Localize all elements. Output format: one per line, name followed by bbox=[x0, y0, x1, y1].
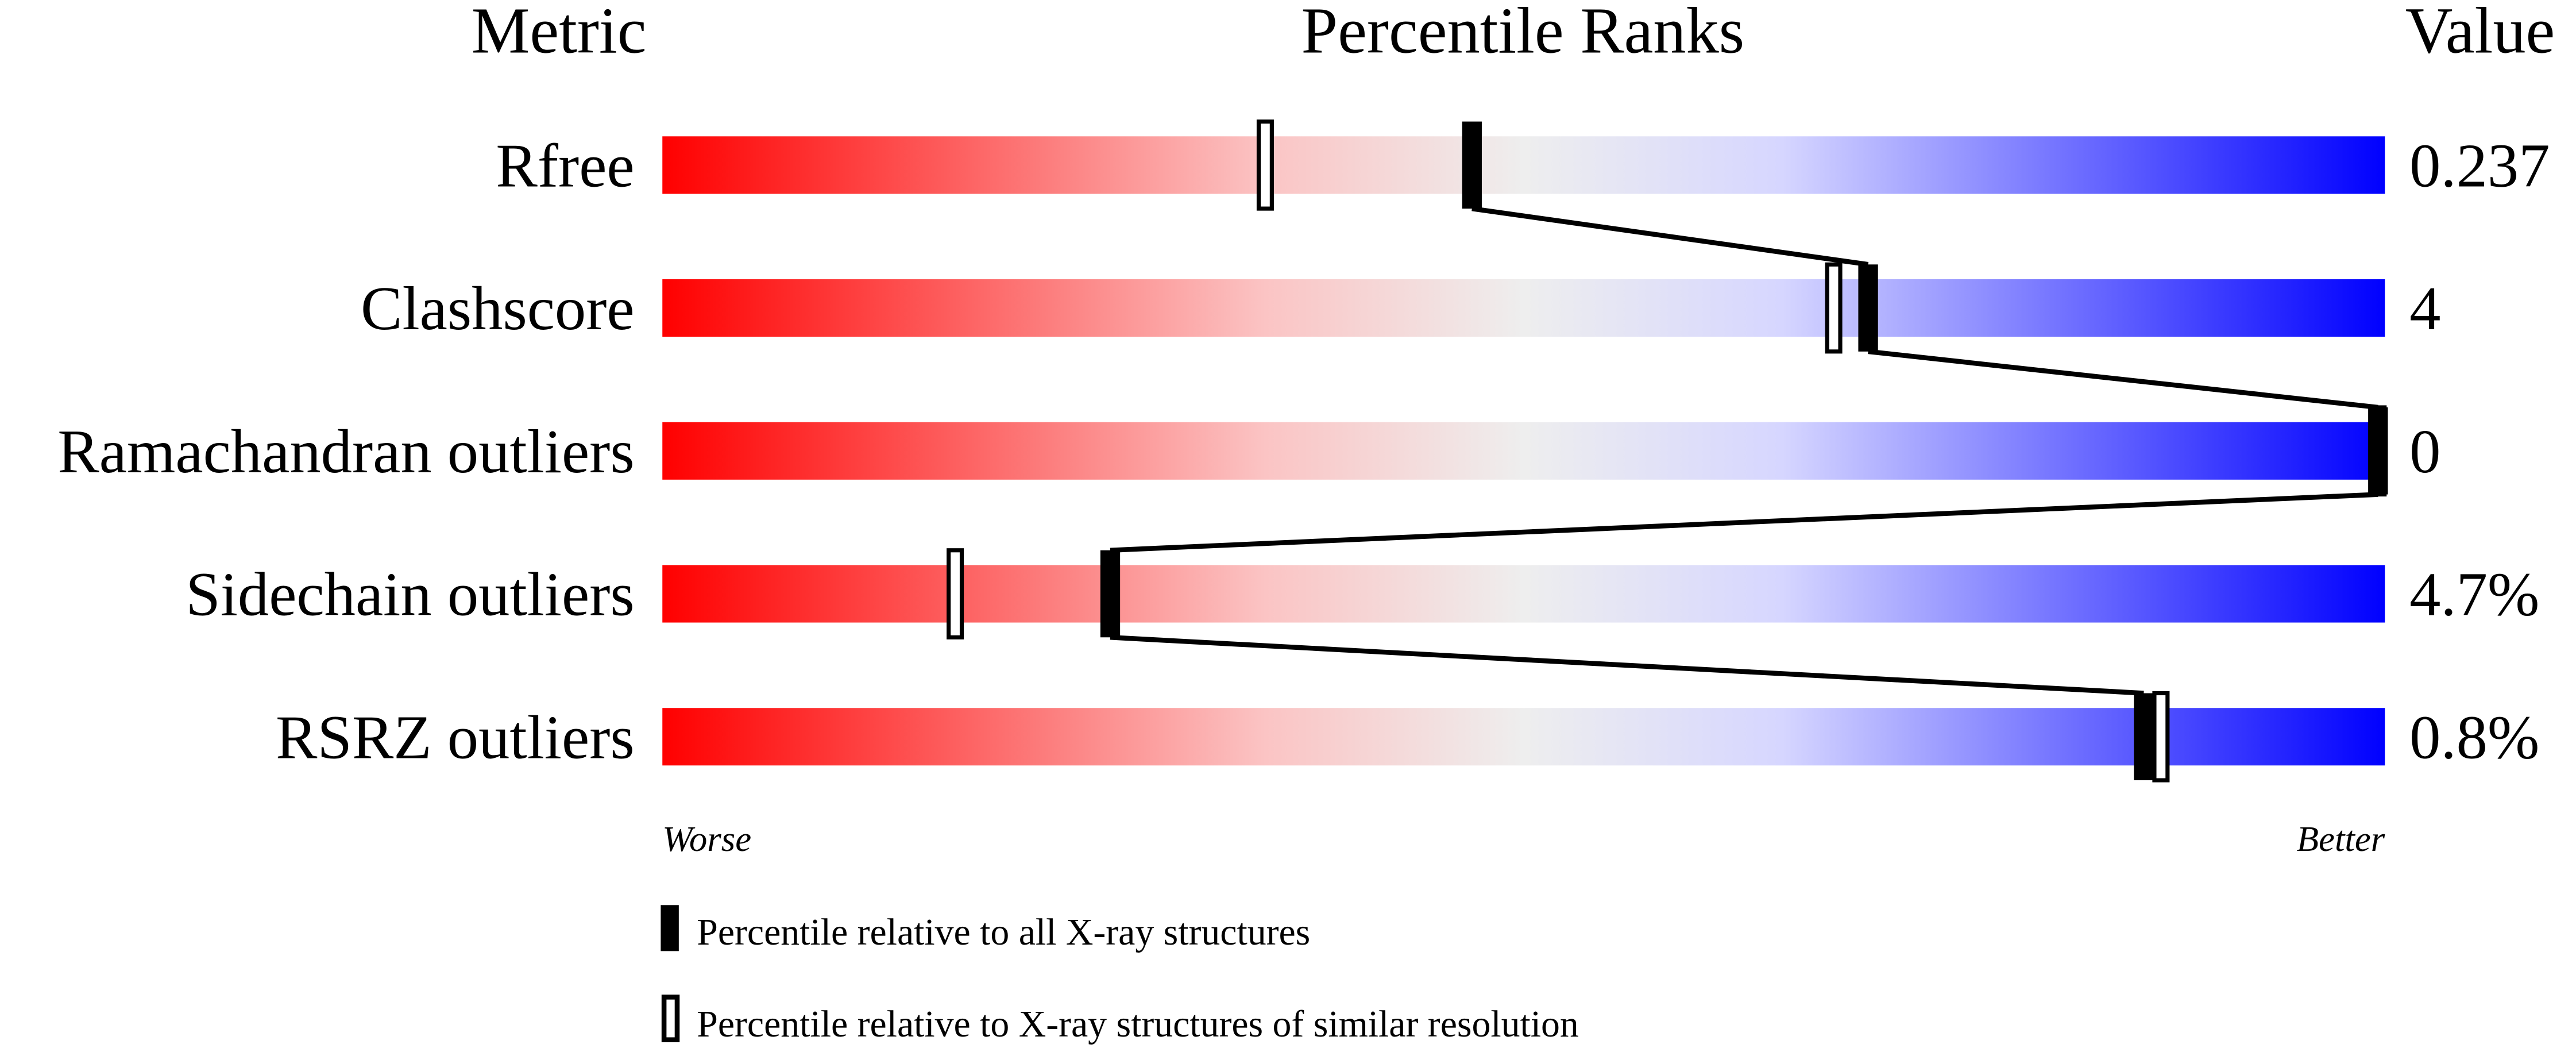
metric-value: 4 bbox=[2409, 274, 2440, 343]
axis-label-worse: Worse bbox=[662, 819, 751, 859]
metric-value: 0.237 bbox=[2409, 131, 2550, 200]
metric-value: 0 bbox=[2409, 417, 2440, 486]
metric-value: 0.8% bbox=[2409, 703, 2539, 772]
marker-similar-resolution bbox=[1256, 119, 1274, 211]
legend-similar: Percentile relative to X-ray structures … bbox=[697, 1003, 1578, 1045]
metric-label: Ramachandran outliers bbox=[57, 417, 634, 486]
metric-label: Sidechain outliers bbox=[186, 560, 634, 629]
metric-label: RSRZ outliers bbox=[276, 703, 635, 772]
marker-similar-resolution bbox=[947, 548, 964, 639]
metric-value: 4.7% bbox=[2409, 560, 2539, 629]
marker-all-structures bbox=[1462, 121, 1482, 209]
legend-all: Percentile relative to all X-ray structu… bbox=[697, 911, 1310, 953]
metric-bar bbox=[662, 565, 2385, 623]
marker-similar-resolution bbox=[1825, 262, 1843, 354]
metric-bar bbox=[662, 136, 2385, 194]
connector-line bbox=[1110, 634, 2144, 696]
connector-line bbox=[1868, 349, 2378, 410]
marker-all-structures bbox=[2368, 407, 2388, 495]
header-percentile-ranks: Percentile Ranks bbox=[1301, 0, 1745, 67]
header-metric: Metric bbox=[472, 0, 647, 67]
axis-label-better: Better bbox=[2297, 819, 2385, 859]
metric-label: Clashscore bbox=[361, 274, 635, 343]
legend-filled-marker bbox=[661, 905, 679, 951]
metric-bar bbox=[662, 708, 2385, 766]
marker-all-structures bbox=[2134, 693, 2154, 780]
metric-label: Rfree bbox=[496, 131, 634, 200]
metric-bar bbox=[662, 279, 2385, 337]
legend-hollow-marker bbox=[661, 995, 680, 1042]
connector-line bbox=[1110, 492, 2378, 553]
marker-all-structures bbox=[1858, 264, 1878, 352]
marker-similar-resolution bbox=[2152, 691, 2170, 783]
marker-all-structures bbox=[1100, 550, 1121, 638]
metric-bar bbox=[662, 422, 2385, 480]
connector-line bbox=[1472, 206, 1869, 267]
header-value: Value bbox=[2405, 0, 2555, 67]
